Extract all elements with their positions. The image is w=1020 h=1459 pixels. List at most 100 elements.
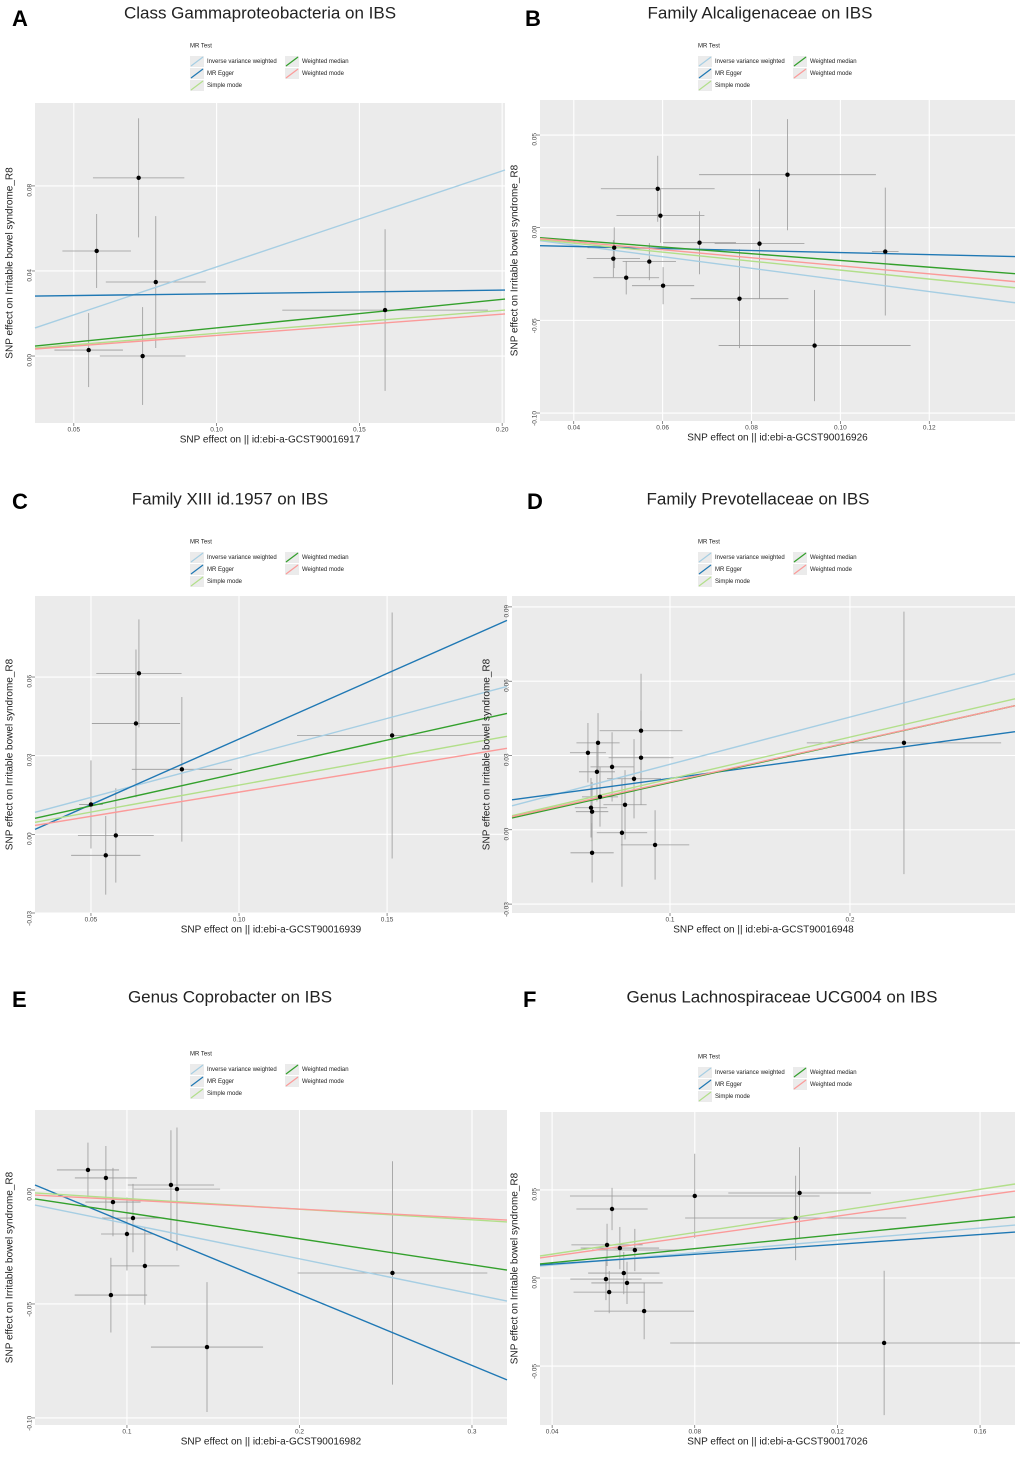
legend-label: Weighted median: [302, 1067, 349, 1073]
mr-line: [539, 1183, 1016, 1257]
legend-swatch: [793, 68, 807, 79]
point: [631, 776, 637, 781]
panel-letter: A: [12, 6, 28, 31]
mr-line: [34, 169, 506, 329]
legend-label: Weighted mode: [302, 567, 345, 573]
mr-line: [511, 705, 1016, 818]
point: [632, 1247, 638, 1253]
y-tick-label: -0.05: [532, 318, 539, 333]
mr-line: [511, 731, 1016, 801]
point: [86, 347, 91, 353]
legend-swatch: [285, 552, 299, 563]
legend-label: Simple mode: [207, 1091, 243, 1097]
x-tick-label: 0.15: [381, 917, 394, 924]
y-axis-label: SNP effect on Irritable bowel syndrome_R…: [5, 167, 16, 359]
y-axis-label: SNP effect on Irritable bowel syndrome_R…: [482, 658, 493, 850]
legend-title: MR Test: [190, 44, 212, 50]
legend-label: MR Egger: [207, 1079, 234, 1085]
point: [585, 750, 591, 755]
point: [624, 275, 629, 280]
x-axis-label: SNP effect on || id:ebi-a-GCST90016917: [180, 435, 361, 446]
point: [901, 740, 907, 746]
x-axis-label: SNP effect on || id:ebi-a-GCST90016948: [673, 925, 854, 936]
x-tick-label: 0.06: [656, 425, 669, 432]
legend-label: Weighted median: [810, 1070, 857, 1076]
point: [647, 259, 652, 264]
legend-label: Weighted mode: [302, 1079, 345, 1085]
y-tick-label: -0.05: [27, 1302, 34, 1317]
y-tick-label: -0.10: [27, 1416, 34, 1431]
point: [110, 1199, 116, 1205]
point: [611, 256, 616, 261]
legend-swatch: [698, 1079, 712, 1090]
point: [153, 279, 158, 285]
point: [612, 245, 617, 250]
mr-line: [34, 1194, 508, 1221]
legend-label: Simple mode: [715, 579, 751, 585]
point: [142, 1263, 148, 1269]
y-tick-label: 0.08: [27, 184, 34, 197]
point: [655, 186, 660, 191]
legend-label: Inverse variance weighted: [207, 59, 277, 65]
y-tick-label: -0.10: [532, 411, 539, 426]
point: [589, 809, 595, 814]
mr-line: [34, 313, 506, 350]
legend-label: MR Egger: [207, 71, 234, 77]
y-tick-label: 0.00: [27, 354, 34, 367]
point: [113, 833, 119, 838]
panel-letter: F: [523, 987, 536, 1012]
legend-title: MR Test: [698, 1055, 720, 1061]
point: [130, 1215, 136, 1221]
mr-line: [539, 237, 1016, 275]
mr-line: [34, 685, 508, 813]
point: [638, 755, 644, 760]
point: [621, 1270, 627, 1276]
point: [108, 1292, 114, 1298]
x-tick-label: 0.05: [85, 917, 98, 924]
plot-area: [35, 1110, 507, 1425]
x-axis-label: SNP effect on || id:ebi-a-GCST90017026: [687, 1437, 868, 1448]
legend-swatch: [285, 564, 299, 575]
y-tick-label: -0.03: [27, 911, 34, 926]
y-tick-label: 0.05: [532, 133, 539, 146]
point: [609, 764, 615, 770]
point: [641, 1308, 647, 1314]
panel-letter: B: [525, 6, 541, 31]
legend-label: Weighted median: [810, 59, 857, 65]
legend-label: Weighted mode: [810, 1082, 853, 1088]
legend-swatch: [190, 1064, 204, 1075]
legend-swatch: [698, 1067, 712, 1078]
point: [136, 671, 142, 676]
mr-line: [539, 1231, 1016, 1266]
y-tick-label: 0.06: [27, 675, 34, 688]
x-tick-label: 0.1: [122, 1429, 131, 1436]
point: [797, 1190, 802, 1196]
mr-line: [539, 239, 1016, 304]
plot-area: [35, 596, 507, 913]
y-tick-label: 0.04: [27, 269, 34, 282]
legend-swatch: [190, 56, 204, 67]
point: [737, 296, 742, 301]
chart-title: Family Alcaligenaceae on IBS: [648, 3, 873, 22]
plot-area: [540, 1112, 1015, 1425]
y-tick-label: 0.06: [504, 679, 511, 692]
plot-area: [512, 596, 1015, 913]
point: [652, 842, 658, 848]
x-axis-label: SNP effect on || id:ebi-a-GCST90016926: [687, 433, 868, 444]
point: [140, 353, 145, 359]
x-tick-label: 0.10: [233, 917, 246, 924]
point: [638, 728, 644, 733]
mr-line: [34, 712, 508, 820]
legend-label: MR Egger: [715, 1082, 742, 1088]
y-tick-label: -0.05: [532, 1364, 539, 1379]
y-tick-label: 0.00: [504, 827, 511, 840]
point: [622, 802, 628, 807]
legend-swatch: [793, 1067, 807, 1078]
legend-label: Inverse variance weighted: [715, 555, 785, 561]
point: [594, 769, 600, 775]
point: [617, 1245, 623, 1251]
point: [603, 1276, 609, 1282]
legend-swatch: [793, 552, 807, 563]
mr-line: [34, 735, 508, 823]
